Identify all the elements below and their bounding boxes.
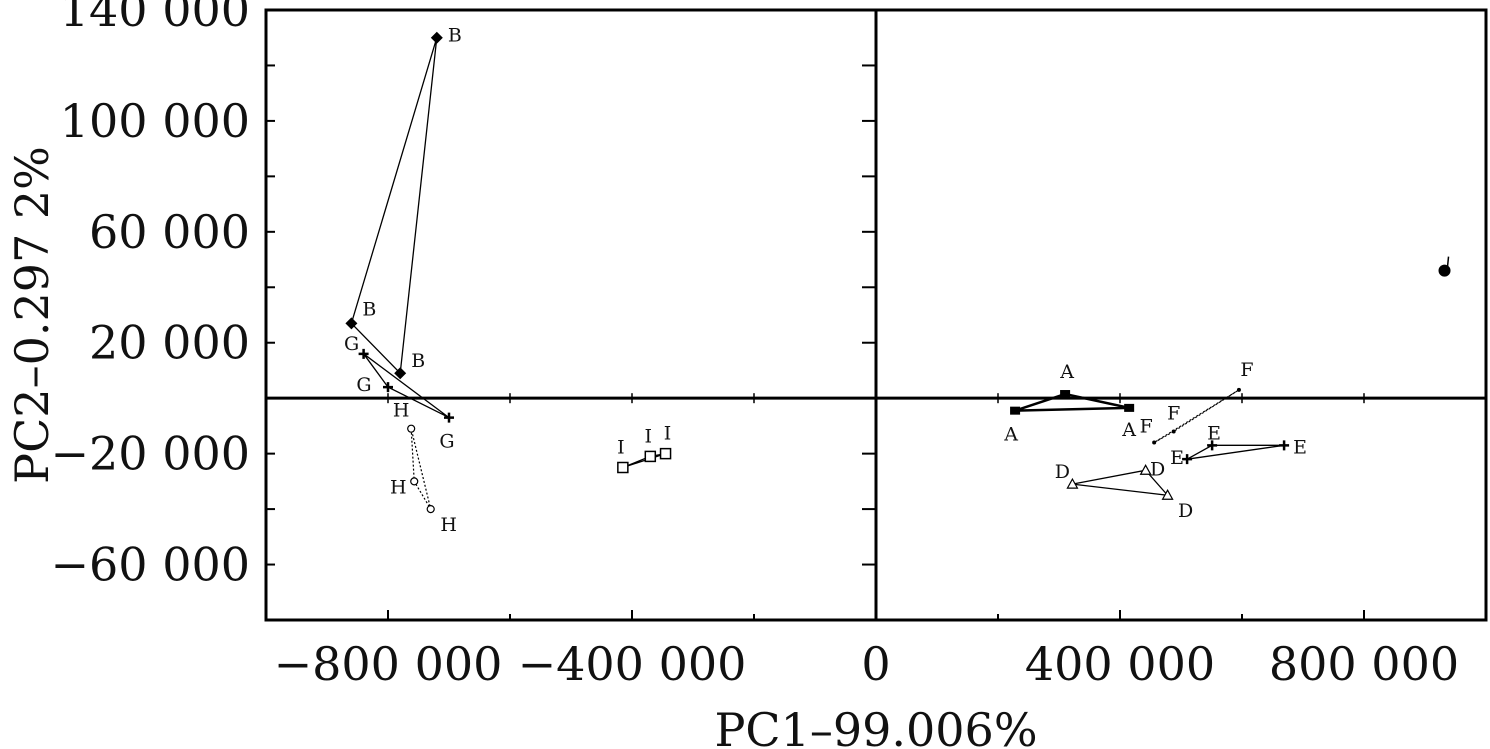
point-label: I <box>617 437 625 459</box>
data-series <box>345 31 1451 514</box>
series-outline <box>622 452 666 469</box>
point-label: G <box>356 374 371 396</box>
data-point-marker <box>617 461 629 474</box>
point-label: F <box>1140 416 1153 438</box>
x-tick-label: 400 000 <box>1025 637 1215 691</box>
data-point-marker <box>1161 488 1174 500</box>
series-e <box>1182 440 1290 465</box>
axis-ticks: −800 000 −400 000 0 400 000 800 000 140 000 10… <box>51 0 1460 691</box>
data-point-marker <box>644 450 657 463</box>
point-label: B <box>448 25 462 47</box>
data-point-marker <box>1139 464 1152 475</box>
data-point-marker <box>383 382 393 393</box>
data-point-marker <box>659 447 672 460</box>
y-tick-label: 100 000 <box>60 94 250 148</box>
series-outline <box>1153 389 1240 444</box>
data-point-marker <box>1124 403 1135 412</box>
data-point-marker <box>1207 440 1218 451</box>
point-label: F <box>1167 402 1180 424</box>
data-point-marker <box>1236 387 1241 392</box>
point-label: A <box>1121 419 1136 441</box>
data-point-marker <box>430 31 443 44</box>
data-point-marker <box>407 424 416 433</box>
point-label: G <box>344 333 359 355</box>
point-label: B <box>362 298 376 320</box>
series-b <box>345 31 443 380</box>
y-tick-label: −20 000 <box>51 427 251 481</box>
x-tick-label: −800 000 <box>274 637 503 691</box>
series-d <box>1066 464 1174 500</box>
point-label: I <box>664 423 672 445</box>
point-label: D <box>1150 458 1165 480</box>
point-label: D <box>1055 461 1070 483</box>
x-axis-title: PC1–99.006% <box>714 703 1037 749</box>
series-outline <box>363 353 450 419</box>
point-label: A <box>1003 424 1018 446</box>
point-label: H <box>393 400 410 422</box>
series-h <box>407 424 435 514</box>
point-label: G <box>439 431 454 453</box>
data-point-marker <box>1066 477 1079 489</box>
series-g <box>358 348 454 423</box>
y-axis-title: PC2–0.297 2% <box>5 146 59 484</box>
data-point-marker <box>1010 406 1021 415</box>
data-point-marker <box>1060 390 1071 399</box>
x-tick-label: 800 000 <box>1269 637 1459 691</box>
series-outline <box>1072 469 1170 497</box>
point-label: H <box>440 514 457 536</box>
series-outline <box>1014 392 1130 412</box>
series-outline <box>410 428 432 510</box>
point-label: A <box>1059 361 1074 383</box>
y-tick-label: 20 000 <box>89 316 250 370</box>
y-tick-label: −60 000 <box>51 538 251 592</box>
data-point-marker <box>345 317 358 330</box>
x-tick-label: −400 000 <box>518 637 747 691</box>
point-label: E <box>1170 447 1184 469</box>
y-tick-label: 60 000 <box>89 205 250 259</box>
series-outline <box>1186 444 1285 460</box>
data-point-marker <box>426 504 435 514</box>
data-point-marker <box>1171 429 1176 434</box>
point-label: B <box>411 350 425 372</box>
point-label: F <box>1240 359 1253 381</box>
data-point-marker <box>1438 264 1451 277</box>
point-label: D <box>1178 500 1193 522</box>
point-label: H <box>390 476 407 498</box>
series-a <box>1010 390 1135 415</box>
series-outline <box>350 37 438 375</box>
data-point-marker <box>394 367 407 380</box>
y-tick-label: 140 000 <box>60 0 250 37</box>
series-f <box>1152 387 1241 445</box>
series-unlabeled <box>1438 256 1451 277</box>
data-point-marker <box>1279 440 1290 451</box>
point-label: E <box>1207 422 1221 444</box>
data-point-marker <box>1182 454 1193 465</box>
series-i <box>617 447 672 474</box>
x-tick-label: 0 <box>861 637 890 691</box>
data-point-marker <box>1152 440 1157 445</box>
data-point-stem <box>1446 256 1450 267</box>
data-point-marker <box>444 412 454 423</box>
point-label: I <box>645 425 653 447</box>
reference-lines <box>266 10 1486 620</box>
data-point-marker <box>358 348 369 359</box>
point-label: E <box>1293 436 1307 458</box>
data-point-marker <box>410 477 419 486</box>
